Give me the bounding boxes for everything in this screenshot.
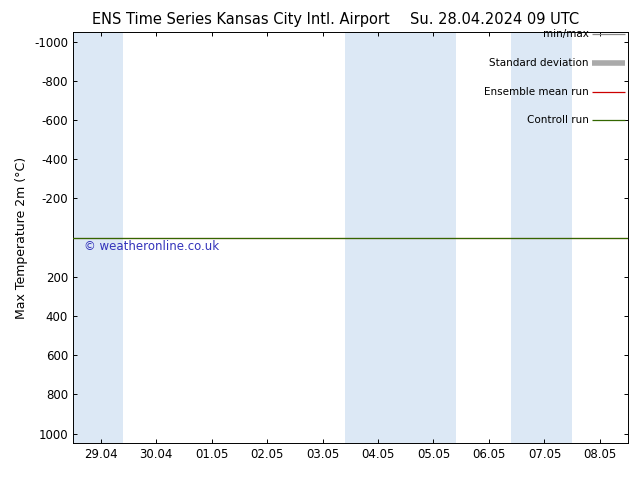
Text: ENS Time Series Kansas City Intl. Airport: ENS Time Series Kansas City Intl. Airpor… — [92, 12, 390, 27]
Y-axis label: Max Temperature 2m (°C): Max Temperature 2m (°C) — [15, 157, 29, 318]
Bar — [400, 32, 456, 443]
Bar — [345, 32, 400, 443]
Text: Ensemble mean run: Ensemble mean run — [484, 87, 589, 97]
Bar — [73, 32, 123, 443]
Text: © weatheronline.co.uk: © weatheronline.co.uk — [84, 240, 219, 253]
Text: Controll run: Controll run — [527, 115, 589, 125]
Bar — [511, 32, 572, 443]
Text: min/max: min/max — [543, 29, 589, 39]
Text: Standard deviation: Standard deviation — [489, 58, 589, 68]
Text: Su. 28.04.2024 09 UTC: Su. 28.04.2024 09 UTC — [410, 12, 579, 27]
